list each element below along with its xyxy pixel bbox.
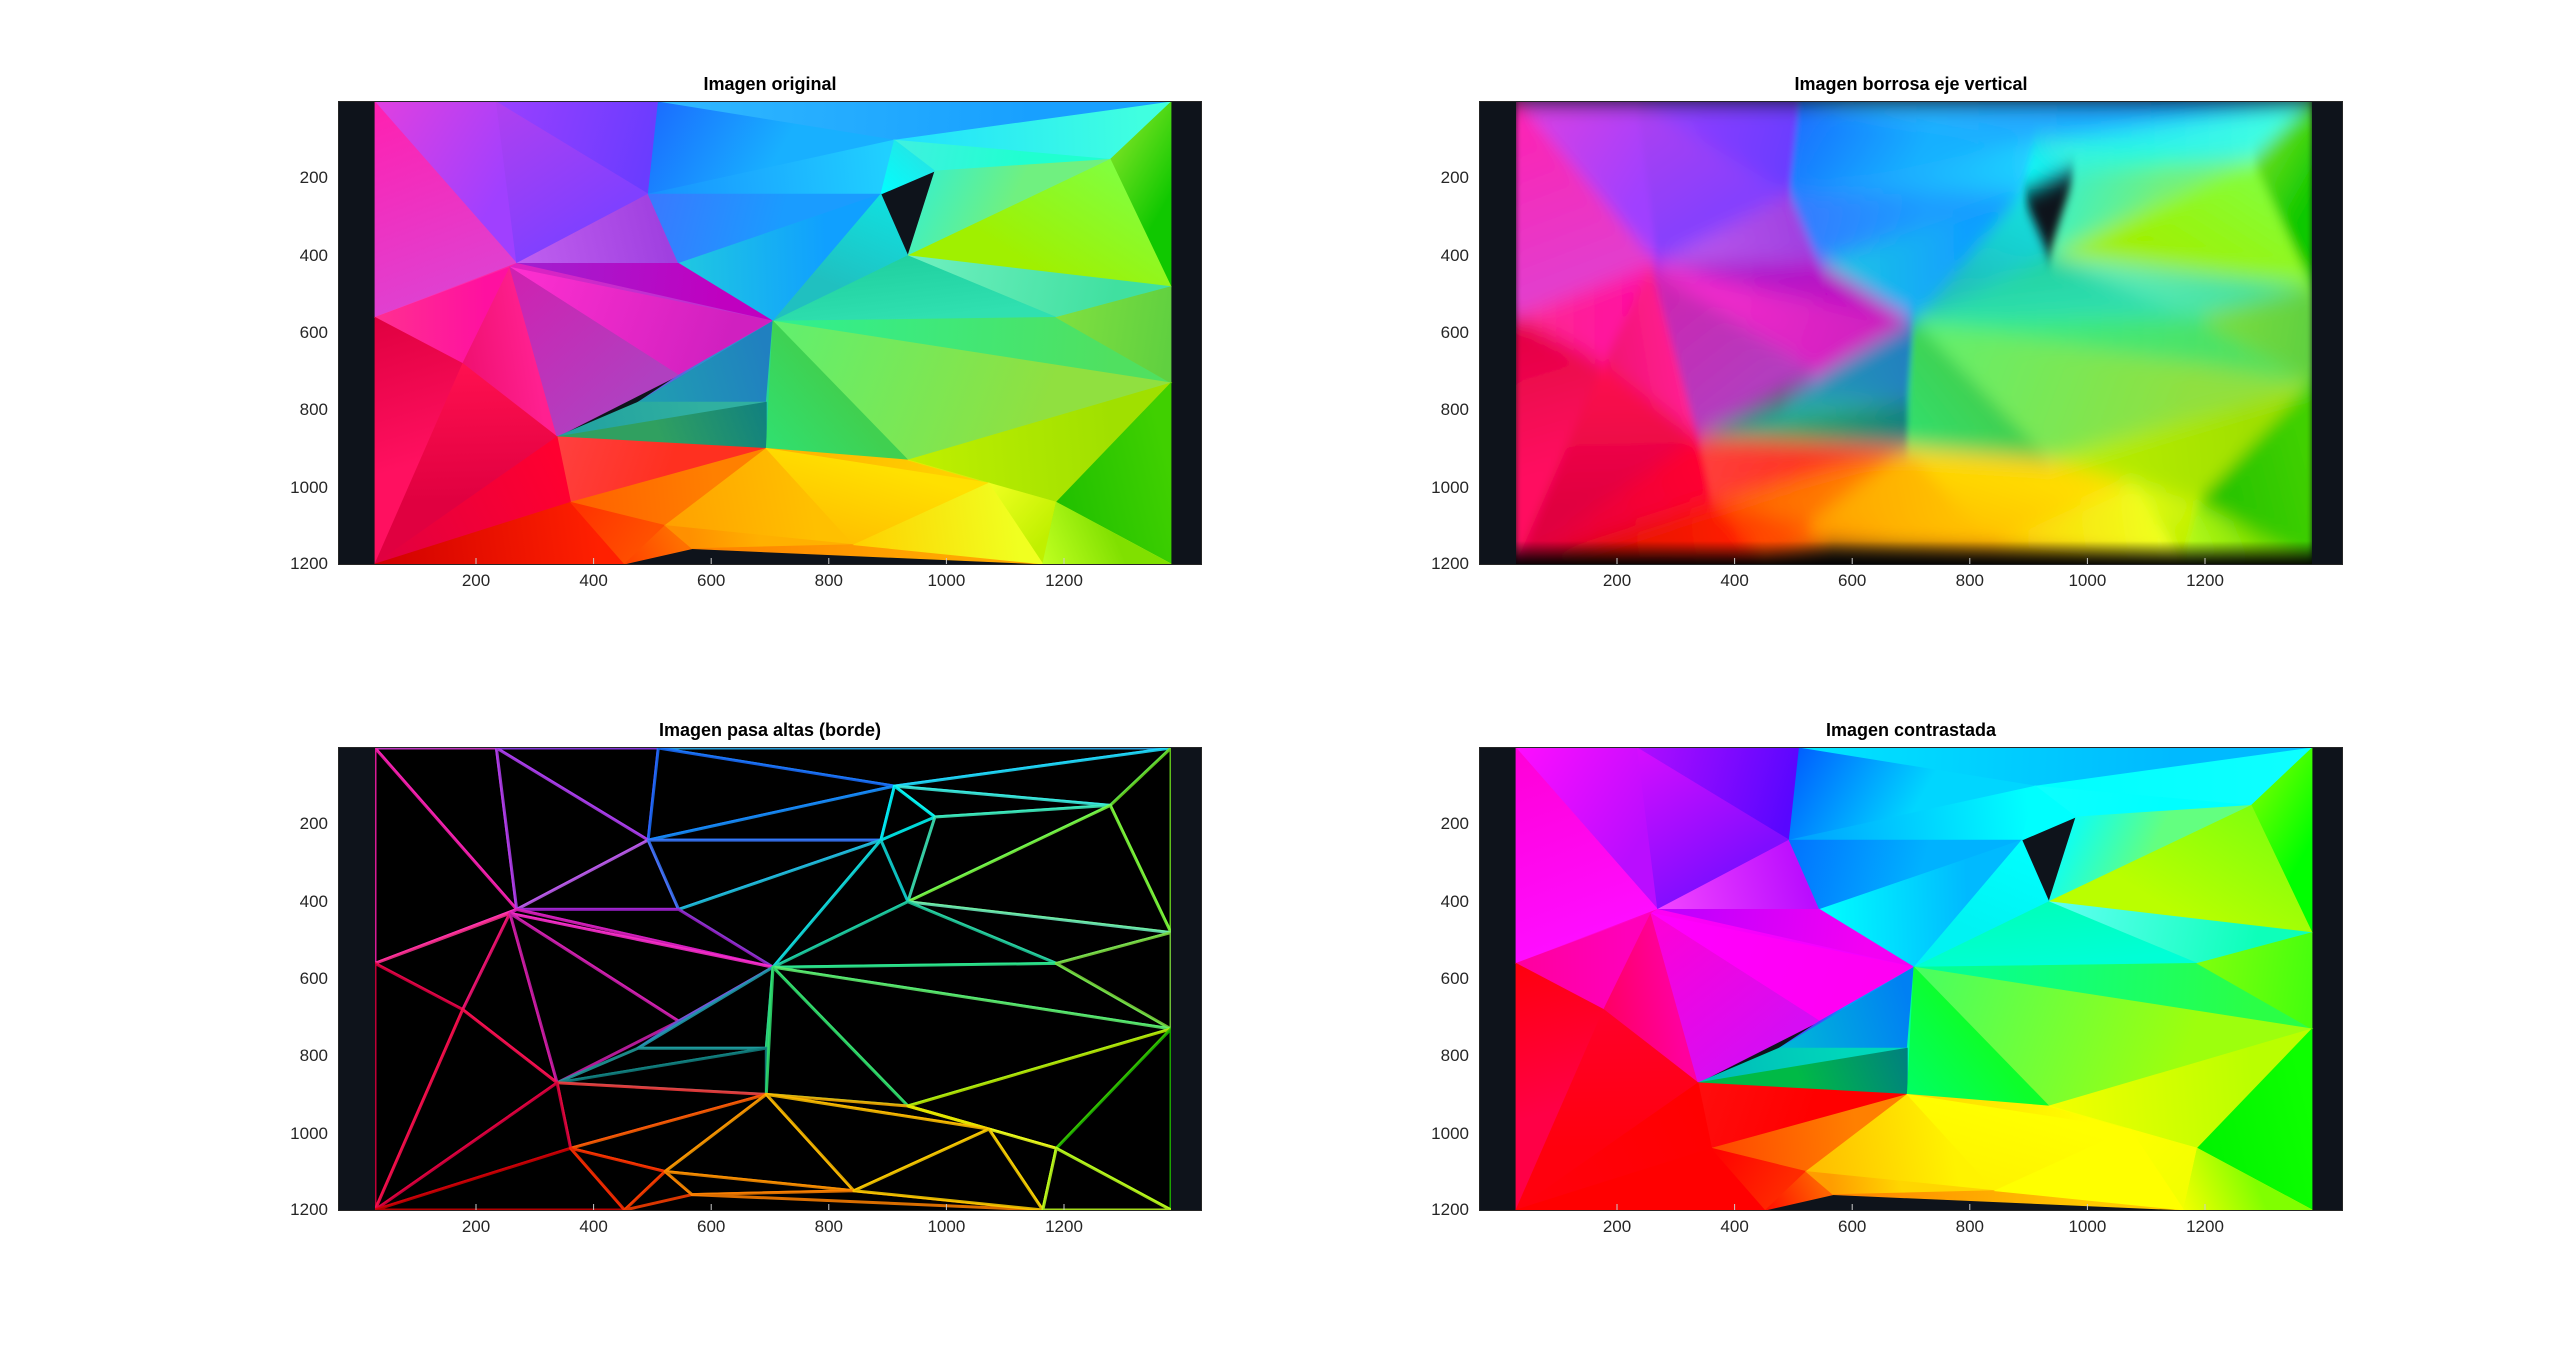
triangle-mesh [374, 101, 1173, 565]
y-tick-label: 400 [1440, 891, 1469, 911]
axes-frame [1479, 747, 2343, 1211]
x-tick-label: 600 [697, 571, 726, 590]
x-tick-label: 600 [1838, 1217, 1867, 1236]
image-margin [1171, 747, 1202, 1211]
y-tick-label: 400 [1440, 245, 1469, 265]
triangle-mesh [373, 747, 1173, 1211]
y-tick-label: 800 [1440, 1046, 1469, 1066]
image-edges [338, 747, 1202, 1211]
y-tick-label: 600 [299, 969, 328, 988]
subplot-original: Imagen original 200 400 600 800 1000 1200 200 4… [290, 74, 1202, 590]
mesh-triangle [2196, 286, 2312, 384]
y-tick-label: 600 [299, 323, 328, 342]
x-tick-label: 400 [1720, 571, 1749, 590]
subplot-title: Imagen original [703, 74, 837, 94]
subplot-title: Imagen borrosa eje vertical [1794, 74, 2028, 94]
y-tick-label: 1200 [290, 1200, 328, 1219]
y-tick-label: 800 [299, 1046, 328, 1066]
mesh-triangle [880, 139, 936, 195]
x-tick-label: 400 [1720, 1217, 1749, 1236]
mesh-triangle [509, 266, 680, 438]
subplot-contrast: Imagen contrastada 200 400 600 800 1000 1200 2… [1431, 720, 2343, 1236]
subplot-title: Imagen contrastada [1825, 720, 1997, 740]
edge-triangle [879, 784, 937, 842]
y-tick-label: 1200 [1431, 1200, 1469, 1219]
y-tick-label: 1200 [290, 554, 328, 573]
subplot-edges: Imagen pasa altas (borde) 200 400 600 800 10… [290, 720, 1202, 1236]
y-tick-label: 1000 [290, 477, 328, 497]
y-tick-label: 1000 [1431, 477, 1469, 497]
image-blur [1479, 101, 2343, 565]
x-tick-label: 400 [579, 571, 608, 590]
edge-triangle [508, 911, 681, 1085]
blur-edge-fade [1516, 541, 2312, 565]
x-tick-label: 1000 [2068, 571, 2107, 590]
image-contrast [1479, 747, 2343, 1211]
axes-frame [338, 101, 1202, 565]
x-tick-label: 800 [814, 571, 843, 590]
x-tick-label: 600 [1838, 571, 1867, 590]
y-tick-label: 1200 [1431, 554, 1469, 573]
x-tick-label: 1200 [2186, 571, 2224, 590]
x-tick-label: 1200 [2186, 1217, 2224, 1236]
x-tick-label: 200 [461, 571, 491, 590]
y-tick-label: 400 [299, 891, 328, 911]
mesh-triangle [2021, 139, 2077, 195]
x-tick-label: 1200 [1045, 571, 1083, 590]
mesh-triangle [1055, 286, 1172, 384]
y-tick-label: 200 [1440, 814, 1469, 834]
y-tick-label: 800 [1440, 400, 1469, 420]
subplot-title: Imagen pasa altas (borde) [658, 720, 882, 740]
y-tick-label: 800 [299, 400, 328, 420]
y-tick-label: 1000 [1431, 1123, 1469, 1143]
mesh-triangle [1650, 912, 1821, 1084]
edge-triangle [852, 1127, 1045, 1211]
x-tick-label: 800 [1955, 1217, 1984, 1236]
y-tick-label: 200 [299, 814, 328, 834]
image-original [338, 101, 1202, 565]
y-tick-label: 1000 [290, 1123, 328, 1143]
x-tick-label: 1200 [1045, 1217, 1083, 1236]
y-tick-label: 400 [299, 245, 328, 265]
x-tick-label: 200 [461, 1217, 491, 1236]
mesh-triangle [2021, 785, 2077, 841]
x-tick-label: 200 [1602, 571, 1632, 590]
mesh-triangle [1993, 1128, 2185, 1211]
x-tick-label: 800 [814, 1217, 843, 1236]
x-tick-label: 200 [1602, 1217, 1632, 1236]
y-tick-label: 600 [1440, 323, 1469, 342]
x-tick-label: 1000 [2068, 1217, 2107, 1236]
axes-frame [338, 747, 1202, 1211]
x-tick-label: 1000 [927, 571, 966, 590]
y-tick-label: 600 [1440, 969, 1469, 988]
mesh-triangle [852, 482, 1044, 565]
x-tick-label: 400 [579, 1217, 608, 1236]
x-tick-label: 800 [1955, 571, 1984, 590]
axes-frame [1479, 101, 2343, 565]
x-tick-label: 1000 [927, 1217, 966, 1236]
mesh-triangle [2196, 932, 2313, 1030]
subplot-blur: Imagen borrosa eje vertical 200 400 600 800… [1431, 74, 2343, 590]
mesh-triangle [1650, 266, 1821, 438]
x-tick-label: 600 [697, 1217, 726, 1236]
y-tick-label: 200 [299, 168, 328, 188]
triangle-mesh [1515, 747, 2314, 1211]
y-tick-label: 200 [1440, 168, 1469, 188]
image-margin [338, 747, 375, 1211]
